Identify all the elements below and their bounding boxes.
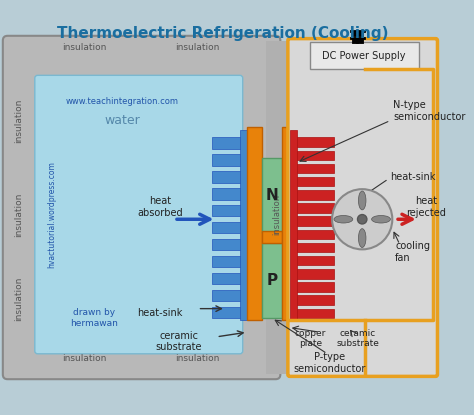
Bar: [296, 203, 334, 212]
Text: ceramic
substrate: ceramic substrate: [336, 329, 379, 349]
Bar: [296, 164, 334, 173]
Bar: [240, 130, 247, 320]
Bar: [296, 309, 334, 318]
Text: insulation: insulation: [272, 194, 281, 235]
FancyBboxPatch shape: [35, 75, 243, 354]
Bar: [212, 307, 245, 318]
Text: drawn by
hermawan: drawn by hermawan: [70, 308, 118, 328]
Bar: [212, 290, 245, 301]
Text: insulation: insulation: [14, 98, 23, 143]
Text: hvactutorial.wordpress.com: hvactutorial.wordpress.com: [47, 161, 56, 268]
Text: insulation: insulation: [14, 277, 23, 321]
Text: DC Power Supply: DC Power Supply: [322, 51, 406, 61]
Bar: [212, 154, 245, 166]
Bar: [212, 256, 245, 267]
Bar: [266, 41, 287, 374]
Text: insulation: insulation: [63, 43, 107, 51]
Text: heat
absorbed: heat absorbed: [137, 196, 183, 218]
Text: heat-sink: heat-sink: [391, 172, 436, 182]
Bar: [212, 239, 245, 250]
Bar: [296, 217, 334, 226]
Ellipse shape: [334, 215, 353, 223]
Bar: [296, 177, 334, 186]
Text: insulation: insulation: [175, 43, 220, 51]
Circle shape: [357, 215, 367, 224]
Text: Thermoelectric Refrigeration (Cooling): Thermoelectric Refrigeration (Cooling): [57, 27, 389, 42]
Bar: [290, 130, 297, 320]
Bar: [296, 137, 334, 147]
FancyBboxPatch shape: [288, 39, 438, 376]
Ellipse shape: [372, 215, 391, 223]
Bar: [296, 282, 334, 292]
Bar: [212, 222, 245, 233]
Ellipse shape: [358, 229, 366, 247]
Text: heat-sink: heat-sink: [137, 308, 182, 318]
Text: P: P: [266, 273, 277, 288]
Text: N: N: [265, 188, 278, 203]
Circle shape: [332, 189, 392, 249]
Bar: [262, 243, 282, 318]
Bar: [296, 229, 334, 239]
Bar: [212, 273, 245, 284]
Text: www.teachintegration.com: www.teachintegration.com: [66, 97, 179, 106]
Text: heat
rejected: heat rejected: [406, 196, 446, 218]
Bar: [296, 256, 334, 265]
Text: water: water: [104, 114, 140, 127]
Bar: [282, 127, 296, 320]
Bar: [310, 42, 419, 69]
Ellipse shape: [358, 191, 366, 210]
Bar: [296, 190, 334, 200]
Text: insulation: insulation: [63, 354, 107, 363]
Bar: [247, 127, 262, 320]
Bar: [296, 295, 334, 305]
Bar: [212, 137, 245, 149]
Text: insulation: insulation: [14, 193, 23, 237]
Text: cooling
fan: cooling fan: [395, 242, 430, 263]
Bar: [212, 171, 245, 183]
Bar: [262, 232, 282, 243]
Text: ceramic
substrate: ceramic substrate: [155, 331, 202, 352]
Text: copper
plate: copper plate: [295, 329, 326, 349]
Bar: [262, 158, 282, 233]
Text: P-type
semiconductor: P-type semiconductor: [293, 352, 365, 374]
Text: N-type
semiconductor: N-type semiconductor: [393, 100, 465, 122]
Bar: [296, 243, 334, 252]
Bar: [212, 188, 245, 200]
Text: insulation: insulation: [175, 354, 220, 363]
FancyBboxPatch shape: [3, 36, 280, 379]
Bar: [296, 269, 334, 278]
Bar: [296, 151, 334, 160]
Bar: [212, 205, 245, 217]
